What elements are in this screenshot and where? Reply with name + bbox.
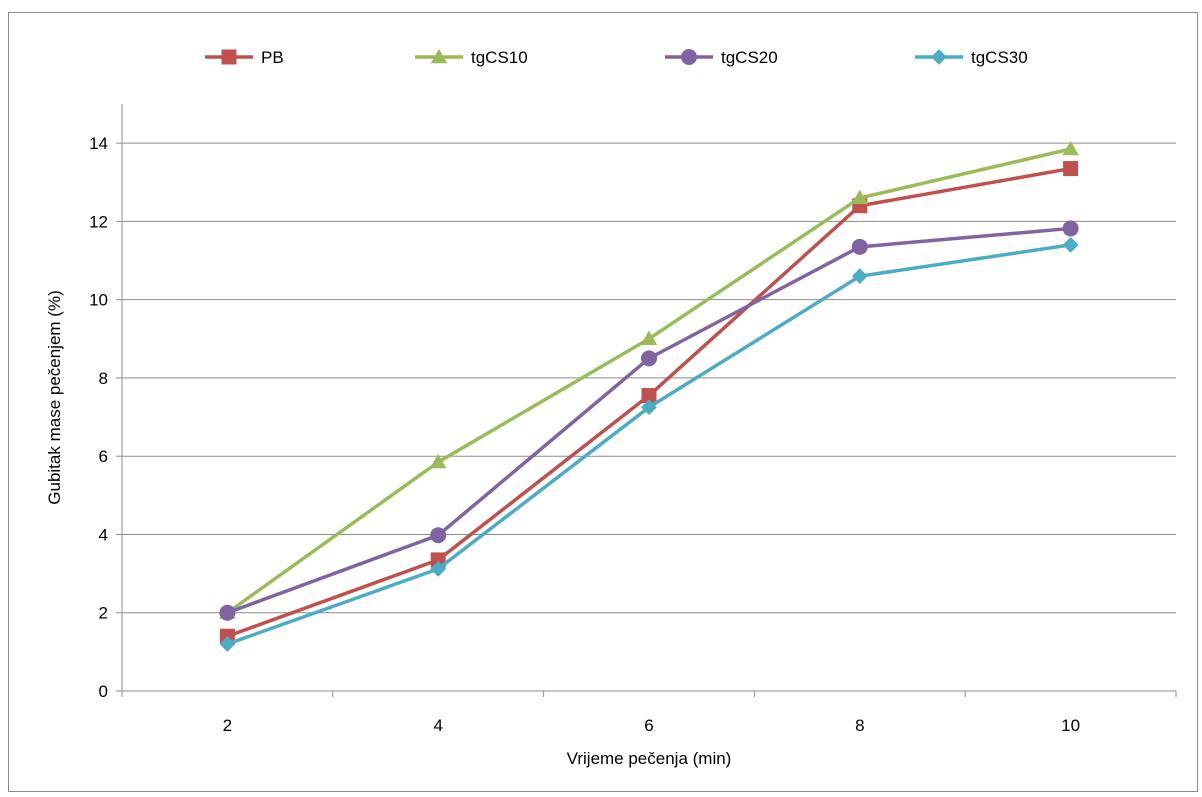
x-tick-label: 10	[1061, 716, 1080, 735]
data-point-tgcs30	[641, 399, 657, 416]
x-tick-labels: 2 4 6 8 10	[223, 716, 1080, 735]
legend-marker-pb	[221, 49, 237, 65]
data-point-tgcs20	[430, 527, 447, 544]
y-tick-label: 10	[89, 291, 108, 310]
data-point-pb	[1063, 161, 1079, 177]
data-point-tgcs10	[429, 453, 447, 469]
series-line-tgcs10	[226, 147, 1071, 615]
data-point-tgcs30	[219, 636, 236, 652]
legend-item-tgcs20: tgCS20	[665, 48, 778, 67]
legend-marker-tgcs10	[430, 48, 448, 64]
y-tick-label: 4	[99, 525, 108, 544]
data-point-pb	[430, 552, 446, 568]
data-point-tgcs20	[641, 350, 657, 367]
x-tick-label: 6	[644, 716, 653, 735]
y-tick-label: 6	[99, 447, 108, 466]
y-axis-title: Gubitak mase pečenjem (%)	[45, 290, 64, 504]
x-tick-label: 2	[223, 716, 232, 735]
series-line-tgcs20	[226, 226, 1071, 615]
y-tick-label: 2	[99, 604, 108, 623]
legend-label-pb: PB	[261, 48, 284, 67]
y-tick-label: 8	[99, 369, 108, 388]
legend: PB tgCS10 tgCS20 tgCS30	[205, 48, 1028, 67]
y-tick-labels: 0 2 4 6 8 10 12 14	[89, 134, 108, 701]
data-point-tgcs30	[851, 268, 868, 285]
series-line-tgcs30	[226, 243, 1071, 646]
legend-marker-tgcs30	[931, 49, 947, 65]
data-point-pb	[641, 388, 657, 404]
series-tgcs20	[219, 220, 1079, 621]
data-series	[219, 140, 1079, 652]
legend-marker-tgcs20	[681, 49, 697, 65]
series-tgcs10	[219, 140, 1079, 619]
legend-label-tgcs30: tgCS30	[971, 48, 1028, 67]
legend-item-tgcs10: tgCS10	[415, 48, 528, 67]
data-point-tgcs20	[219, 604, 236, 621]
chart-frame	[8, 12, 1198, 792]
x-tick-label: 4	[433, 716, 442, 735]
y-tick-label: 12	[89, 212, 108, 231]
legend-label-tgcs10: tgCS10	[471, 48, 528, 67]
gridlines	[122, 142, 1176, 614]
data-point-tgcs10	[640, 330, 658, 345]
legend-item-tgcs30: tgCS30	[915, 48, 1028, 67]
legend-label-tgcs20: tgCS20	[721, 48, 778, 67]
x-axis-title: Vrijeme pečenja (min)	[567, 749, 732, 768]
y-tick-label: 0	[99, 682, 108, 701]
axes	[116, 104, 1177, 697]
data-point-tgcs30	[1062, 237, 1079, 253]
data-point-tgcs10	[851, 189, 869, 205]
data-point-tgcs30	[430, 561, 447, 577]
data-point-tgcs20	[1062, 220, 1079, 237]
data-point-tgcs10	[1062, 140, 1079, 156]
y-tick-label: 14	[89, 134, 108, 153]
x-tick-label: 8	[855, 716, 864, 735]
legend-item-pb: PB	[205, 48, 284, 67]
data-point-tgcs20	[851, 238, 868, 255]
series-tgcs30	[219, 237, 1079, 652]
